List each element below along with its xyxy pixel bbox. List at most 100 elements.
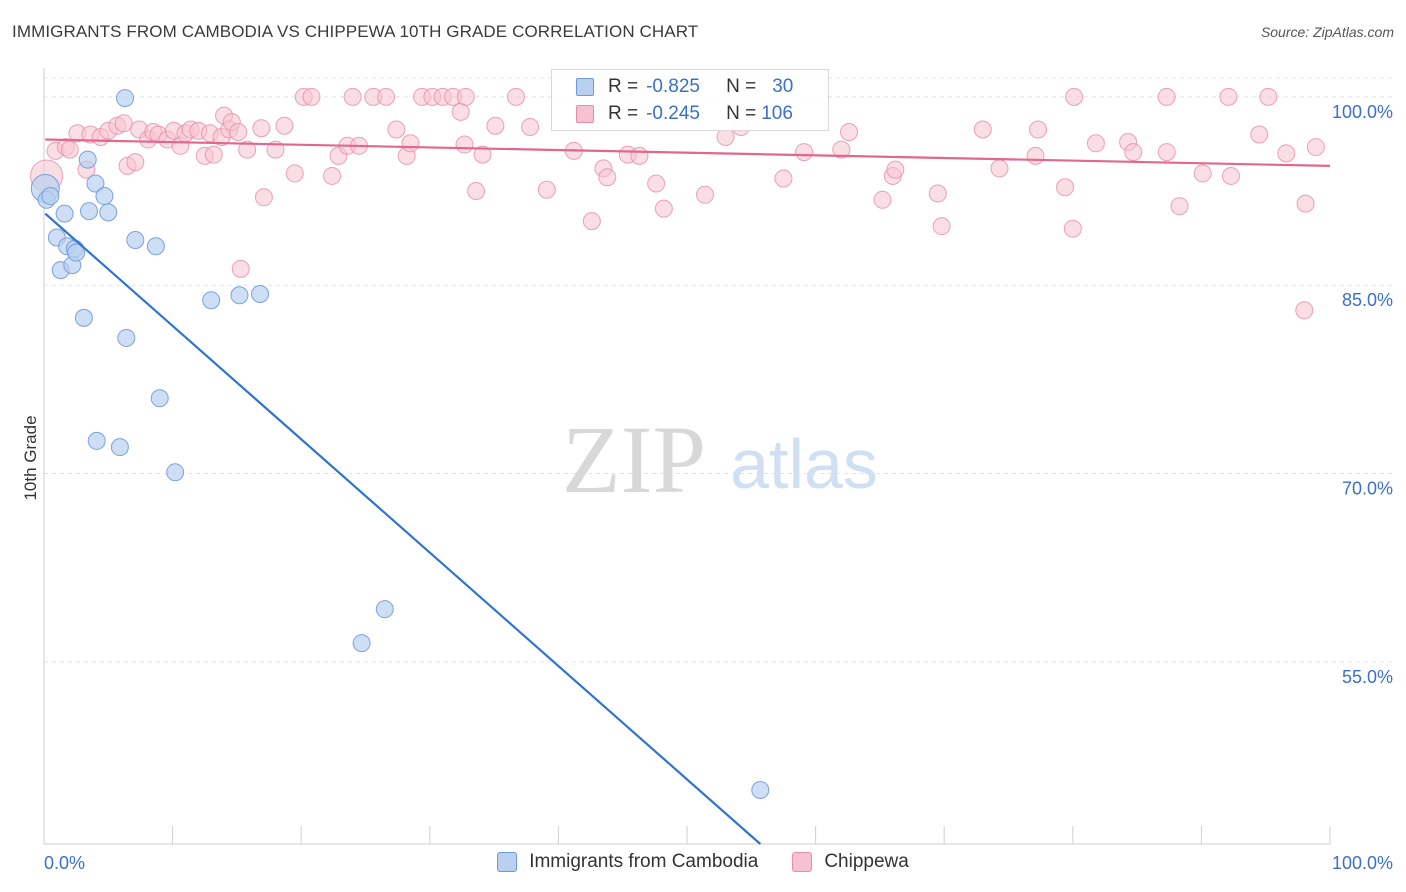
- chippewa-point: [455, 135, 474, 154]
- chippewa-point: [1221, 166, 1240, 185]
- chippewa-point: [1170, 197, 1189, 216]
- chippewa-point: [60, 140, 79, 159]
- chippewa-point: [1219, 87, 1238, 106]
- legend-n-value: 106: [761, 103, 793, 124]
- legend-item-cambodia: Immigrants from Cambodia: [497, 851, 758, 873]
- cambodia-point: [751, 781, 770, 800]
- chippewa-point: [473, 145, 492, 164]
- y-tick-label: 85.0%: [1342, 290, 1393, 310]
- chippewa-point: [1306, 138, 1325, 157]
- gridlines: [44, 77, 1392, 663]
- series-legend: Immigrants from Cambodia Chippewa: [0, 851, 1406, 873]
- y-axis-label: 10th Grade: [21, 415, 40, 500]
- cambodia-point: [86, 174, 105, 193]
- cambodia-point: [74, 308, 93, 327]
- chippewa-point: [451, 102, 470, 121]
- chippewa-point: [126, 153, 145, 172]
- chippewa-point: [387, 120, 406, 139]
- chippewa-point: [285, 164, 304, 183]
- chippewa-point: [238, 140, 257, 159]
- chippewa-point: [886, 160, 905, 179]
- chippewa-point: [343, 87, 362, 106]
- chippewa-point: [456, 87, 475, 106]
- trendlines: [44, 138, 1331, 845]
- chippewa-point: [275, 116, 294, 135]
- chippewa-point: [795, 143, 814, 162]
- cambodia-point: [230, 286, 249, 305]
- legend-swatch-blue: [497, 852, 518, 872]
- chippewa-point: [486, 116, 505, 135]
- cambodia-point: [126, 230, 145, 249]
- cambodia-point: [78, 150, 97, 169]
- chart-title: IMMIGRANTS FROM CAMBODIA VS CHIPPEWA 10T…: [12, 22, 699, 41]
- cambodia-point: [87, 431, 106, 450]
- chippewa-point: [1086, 134, 1105, 153]
- chippewa-point: [832, 140, 851, 159]
- chippewa-point: [716, 128, 735, 147]
- legend-label-cambodia: Immigrants from Cambodia: [529, 851, 759, 872]
- chippewa-point: [1277, 144, 1296, 163]
- cambodia-point: [146, 237, 165, 256]
- legend-r-value: -0.825: [646, 76, 700, 97]
- cambodia-points: [30, 89, 770, 800]
- watermark-zip: ZIP: [562, 406, 706, 513]
- chippewa-point: [537, 180, 556, 199]
- cambodia-point: [99, 203, 118, 222]
- cambodia-point: [375, 600, 394, 619]
- cambodia-point: [110, 438, 129, 457]
- chippewa-point: [647, 174, 666, 193]
- chippewa-point: [932, 217, 951, 236]
- chippewa-point: [630, 146, 649, 165]
- cambodia-point: [251, 284, 270, 303]
- chippewa-point: [204, 145, 223, 164]
- chippewa-point: [840, 122, 859, 141]
- chippewa-point: [254, 188, 273, 207]
- cambodia-point: [41, 187, 60, 206]
- legend-label-chippewa: Chippewa: [824, 851, 909, 872]
- cambodia-point: [95, 187, 114, 206]
- axis-labels: 100.0% 85.0% 70.0% 55.0% 0.0% 100.0%: [44, 102, 1393, 873]
- chippewa-point: [1250, 125, 1269, 144]
- chippewa-point: [1296, 194, 1315, 213]
- legend-swatch-pink: [576, 105, 594, 123]
- chippewa-point: [401, 134, 420, 153]
- chippewa-point: [1259, 87, 1278, 106]
- x-tick-label: 100.0%: [1332, 853, 1393, 873]
- cambodia-point: [67, 243, 86, 262]
- watermark: ZIP atlas: [562, 406, 878, 513]
- chippewa-point: [598, 168, 617, 187]
- chippewa-point: [1065, 87, 1084, 106]
- chippewa-point: [990, 159, 1009, 178]
- legend-n-label: N =: [726, 103, 757, 124]
- chippewa-point: [229, 122, 248, 141]
- chippewa-point: [928, 184, 947, 203]
- chippewa-point: [1026, 146, 1045, 165]
- cambodia-point: [117, 328, 136, 347]
- x-tick-label: 0.0%: [44, 853, 85, 873]
- chippewa-point: [231, 259, 250, 278]
- correlation-legend: R = -0.825 N = 30 R = -0.245 N = 106: [551, 69, 829, 131]
- chippewa-point: [774, 169, 793, 188]
- legend-r-value: -0.245: [646, 103, 700, 124]
- watermark-atlas: atlas: [730, 425, 878, 503]
- legend-n-label: N =: [726, 76, 757, 97]
- chippewa-point: [467, 182, 486, 201]
- chippewa-point: [323, 166, 342, 185]
- chippewa-point: [1193, 164, 1212, 183]
- chippewa-point: [1063, 219, 1082, 238]
- chippewa-trendline: [45, 138, 1331, 168]
- legend-item-chippewa: Chippewa: [792, 851, 909, 873]
- y-tick-label: 100.0%: [1332, 102, 1393, 122]
- chippewa-point: [1157, 143, 1176, 162]
- chippewa-point: [1295, 301, 1314, 320]
- chippewa-point: [582, 212, 601, 231]
- chippewa-point: [1029, 120, 1048, 139]
- cambodia-point: [166, 463, 185, 482]
- chippewa-point: [1124, 143, 1143, 162]
- cambodia-trendline: [44, 212, 762, 845]
- chippewa-point: [252, 119, 271, 138]
- chippewa-point: [1056, 178, 1075, 197]
- chippewa-point: [302, 87, 321, 106]
- cambodia-point: [202, 291, 221, 310]
